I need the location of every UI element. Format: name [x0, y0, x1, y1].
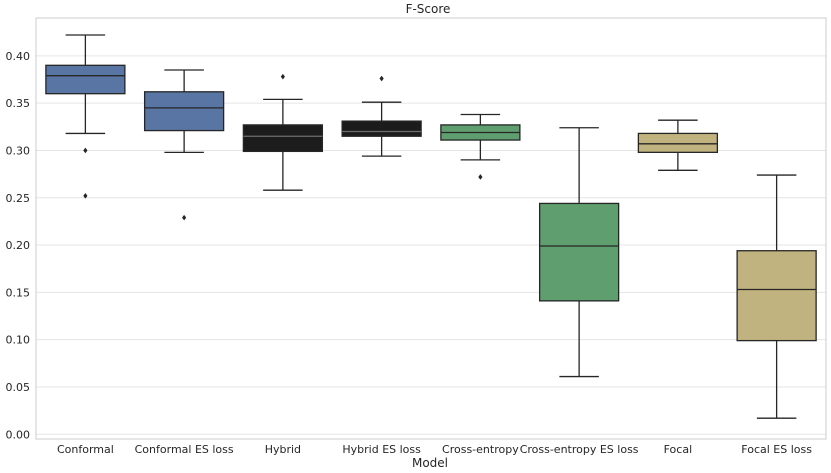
iqr-box	[242, 124, 324, 153]
iqr-box	[45, 64, 126, 95]
x-tick-label: Hybrid	[265, 443, 301, 456]
plot-frame	[35, 17, 827, 440]
x-tick-label: Focal ES loss	[741, 443, 812, 456]
y-tick-label: 0.00	[6, 428, 31, 441]
box-group-3	[341, 75, 422, 157]
box-group-1	[143, 69, 225, 221]
iqr-box	[637, 132, 719, 153]
y-tick-label: 0.15	[6, 286, 31, 299]
outlier-point	[379, 75, 384, 82]
box-group-4	[440, 113, 521, 180]
iqr-box	[736, 250, 817, 342]
x-tick-label: Conformal ES loss	[135, 443, 234, 456]
iqr-box	[538, 202, 620, 302]
iqr-box	[341, 120, 422, 137]
box-group-0	[45, 34, 126, 199]
y-tick-label: 0.05	[6, 381, 31, 394]
grid-layer	[36, 55, 826, 435]
y-tick-label: 0.20	[6, 239, 31, 252]
box-group-6	[637, 119, 719, 171]
box-group-5	[538, 127, 620, 378]
outlier-point	[478, 174, 483, 180]
y-tick-label: 0.10	[6, 334, 31, 347]
chart-title: F-Score	[406, 2, 451, 16]
y-tick-label: 0.30	[6, 144, 31, 157]
x-tick-label: Conformal	[57, 443, 114, 456]
y-axis-ticks: 0.00 0.05 0.10 0.15 0.20 0.25 0.30 0.35 0.40	[6, 50, 31, 441]
x-tick-label: Hybrid ES loss	[342, 443, 421, 456]
outlier-point	[280, 73, 285, 80]
iqr-box	[143, 91, 225, 132]
y-tick-label: 0.40	[6, 50, 31, 63]
y-tick-label: 0.25	[6, 192, 31, 205]
outlier-point	[83, 193, 88, 199]
box-group-7	[736, 174, 817, 419]
box-layer	[45, 34, 817, 419]
x-tick-label: Cross-entropy	[442, 443, 519, 456]
outlier-point	[182, 214, 187, 221]
x-axis-label: Model	[412, 456, 448, 470]
x-tick-label: Focal	[664, 443, 693, 456]
box-group-2	[242, 73, 324, 191]
x-tick-label: Cross-entropy ES loss	[520, 443, 639, 456]
x-axis-ticks: Conformal Conformal ES loss Hybrid Hybrid E…	[57, 443, 812, 456]
outlier-point	[83, 147, 88, 154]
y-tick-label: 0.35	[6, 97, 31, 110]
